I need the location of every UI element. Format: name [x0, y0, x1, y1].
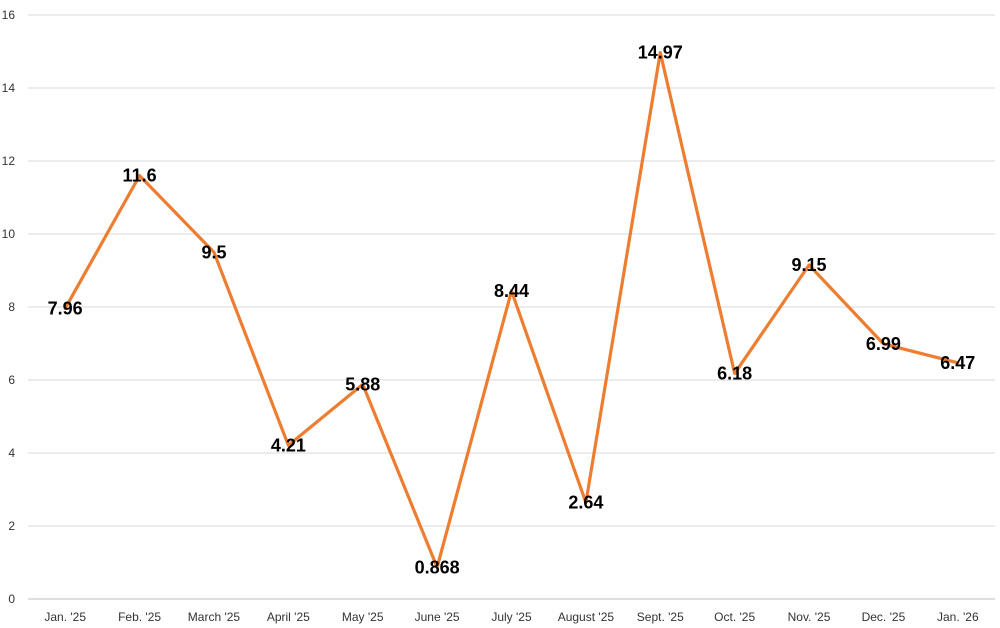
data-label: 2.64: [568, 493, 603, 513]
y-tick-label: 8: [8, 300, 15, 314]
data-label: 6.18: [717, 363, 752, 383]
x-tick-label: March '25: [188, 610, 241, 624]
data-label: 9.5: [201, 242, 226, 262]
x-tick-label: Feb. '25: [118, 610, 161, 624]
data-label: 6.47: [940, 353, 975, 373]
x-tick-label: Nov. '25: [788, 610, 831, 624]
x-tick-label: Oct. '25: [714, 610, 755, 624]
x-tick-label: Sept. '25: [637, 610, 684, 624]
series-layer: [63, 51, 960, 569]
axes: 0 2 4 6 8 10 12 14 16 Jan. '25 Feb. '25 March '25 Ap…: [2, 8, 995, 624]
y-tick-label: 14: [2, 81, 16, 95]
y-tick-label: 2: [8, 519, 15, 533]
y-tick-label: 10: [2, 227, 16, 241]
data-label: 6.99: [866, 334, 901, 354]
data-label: 7.96: [48, 298, 83, 318]
gridlines: [28, 14, 995, 527]
data-label: 9.15: [792, 255, 827, 275]
data-label: 8.44: [494, 281, 529, 301]
x-tick-label: Jan. '25: [44, 610, 86, 624]
series-line: [63, 51, 960, 569]
y-tick-label: 4: [8, 446, 15, 460]
y-tick-label: 16: [2, 8, 16, 22]
data-label: 11.6: [123, 166, 157, 186]
data-label: 4.21: [271, 435, 306, 455]
x-tick-label: August '25: [558, 610, 615, 624]
y-tick-label: 6: [8, 373, 15, 387]
data-label: 0.868: [415, 557, 460, 577]
x-tick-label: Dec. '25: [862, 610, 906, 624]
x-tick-label: Jan. '26: [937, 610, 979, 624]
x-tick-label: July '25: [491, 610, 532, 624]
x-tick-label: June '25: [415, 610, 460, 624]
data-labels: 7.96 11.6 9.5 4.21 5.88 0.868 8.44 2.64 14.97 6.1…: [48, 43, 976, 578]
data-label: 5.88: [345, 374, 380, 394]
x-tick-label: April '25: [267, 610, 310, 624]
x-tick-label: May '25: [342, 610, 384, 624]
y-tick-label: 12: [2, 154, 16, 168]
data-label: 14.97: [638, 43, 683, 63]
y-tick-label: 0: [8, 592, 15, 606]
